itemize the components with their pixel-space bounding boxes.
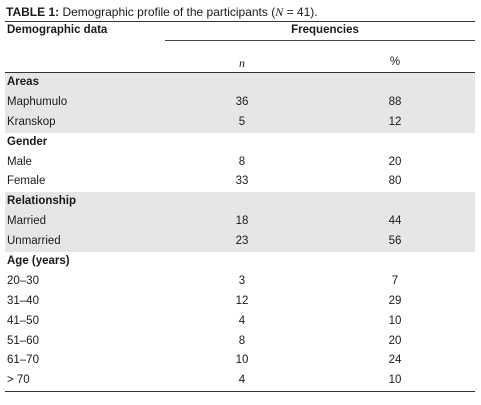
- table-bottom-rule: [5, 391, 475, 393]
- section-heading-label: Gender: [7, 135, 48, 148]
- row-label: > 70: [7, 374, 30, 387]
- cell-n: 8: [238, 155, 246, 168]
- table-top-rule: [5, 21, 475, 22]
- section-heading-label: Relationship: [7, 195, 77, 208]
- table-caption: TABLE 1: Demographic profile of the part…: [5, 4, 475, 21]
- caption-n-symbol: N: [275, 5, 284, 19]
- table-row: 61–70 10 24: [5, 351, 475, 371]
- row-label: Female: [7, 175, 46, 188]
- caption-text-before: Demographic profile of the participants …: [59, 5, 276, 19]
- caption-label: TABLE 1:: [6, 5, 60, 19]
- cell-percent: 7: [391, 274, 399, 287]
- header-n: n: [239, 56, 245, 70]
- cell-n: 36: [235, 95, 249, 108]
- row-label: 51–60: [7, 334, 39, 347]
- table-row: Female 33 80: [5, 172, 475, 192]
- cell-n: 4: [238, 314, 246, 327]
- cell-n: 4: [238, 374, 246, 387]
- row-label: Unmarried: [7, 235, 61, 248]
- table-row: Married 18 44: [5, 212, 475, 233]
- row-label: Kranskop: [7, 115, 56, 128]
- table-subheader-row: n %: [5, 40, 475, 73]
- header-demographic-data: Demographic data: [7, 24, 108, 36]
- frequencies-underline: [165, 40, 475, 41]
- table-row: Maphumulo 36 88: [5, 92, 475, 113]
- cell-percent: 12: [388, 115, 402, 128]
- cell-n: 33: [235, 175, 249, 188]
- cell-percent: 88: [388, 95, 402, 108]
- row-label: Married: [7, 215, 46, 228]
- row-label: 31–40: [7, 294, 39, 307]
- section-heading-label: Age (years): [7, 255, 70, 268]
- table-body: Areas Maphumulo 36 88 Kranskop 5 12 Gender Male 8…: [5, 73, 475, 391]
- table-section-heading-row: Gender: [5, 133, 475, 153]
- cell-n: 10: [235, 354, 249, 367]
- table-row: 31–40 12 29: [5, 292, 475, 312]
- demographic-table-container: TABLE 1: Demographic profile of the part…: [5, 0, 475, 393]
- cell-n: 12: [235, 294, 249, 307]
- table-row: Kranskop 5 12: [5, 112, 475, 133]
- table-row: 41–50 4 10: [5, 312, 475, 332]
- cell-percent: 20: [388, 334, 402, 347]
- cell-percent: 10: [388, 374, 402, 387]
- cell-percent: 29: [388, 294, 402, 307]
- caption-text-after: = 41).: [283, 5, 318, 19]
- cell-percent: 10: [388, 314, 402, 327]
- cell-n: 5: [238, 115, 246, 128]
- table-row: Unmarried 23 56: [5, 232, 475, 253]
- row-label: 20–30: [7, 274, 39, 287]
- row-label: Male: [7, 155, 32, 168]
- table-row: > 70 4 10: [5, 371, 475, 391]
- header-percent: %: [389, 56, 401, 68]
- cell-n: 23: [235, 235, 249, 248]
- row-label: Maphumulo: [7, 95, 68, 108]
- table-row: 51–60 8 20: [5, 332, 475, 352]
- table-section-heading-row: Age (years): [5, 252, 475, 272]
- cell-percent: 24: [388, 354, 402, 367]
- table-header-row: Demographic data Frequencies: [5, 22, 475, 40]
- cell-percent: 44: [388, 215, 402, 228]
- table-section-heading-row: Areas: [5, 73, 475, 93]
- cell-percent: 56: [388, 235, 402, 248]
- table-row: Male 8 20: [5, 153, 475, 173]
- cell-n: 18: [235, 215, 249, 228]
- cell-n: 8: [238, 334, 246, 347]
- row-label: 41–50: [7, 314, 39, 327]
- table-section-heading-row: Relationship: [5, 192, 475, 213]
- cell-percent: 20: [388, 155, 402, 168]
- header-frequencies: Frequencies: [291, 24, 359, 36]
- cell-percent: 80: [388, 175, 402, 188]
- section-heading-label: Areas: [7, 76, 39, 88]
- table-row: 20–30 3 7: [5, 272, 475, 292]
- cell-n: 3: [238, 274, 246, 287]
- row-label: 61–70: [7, 354, 39, 367]
